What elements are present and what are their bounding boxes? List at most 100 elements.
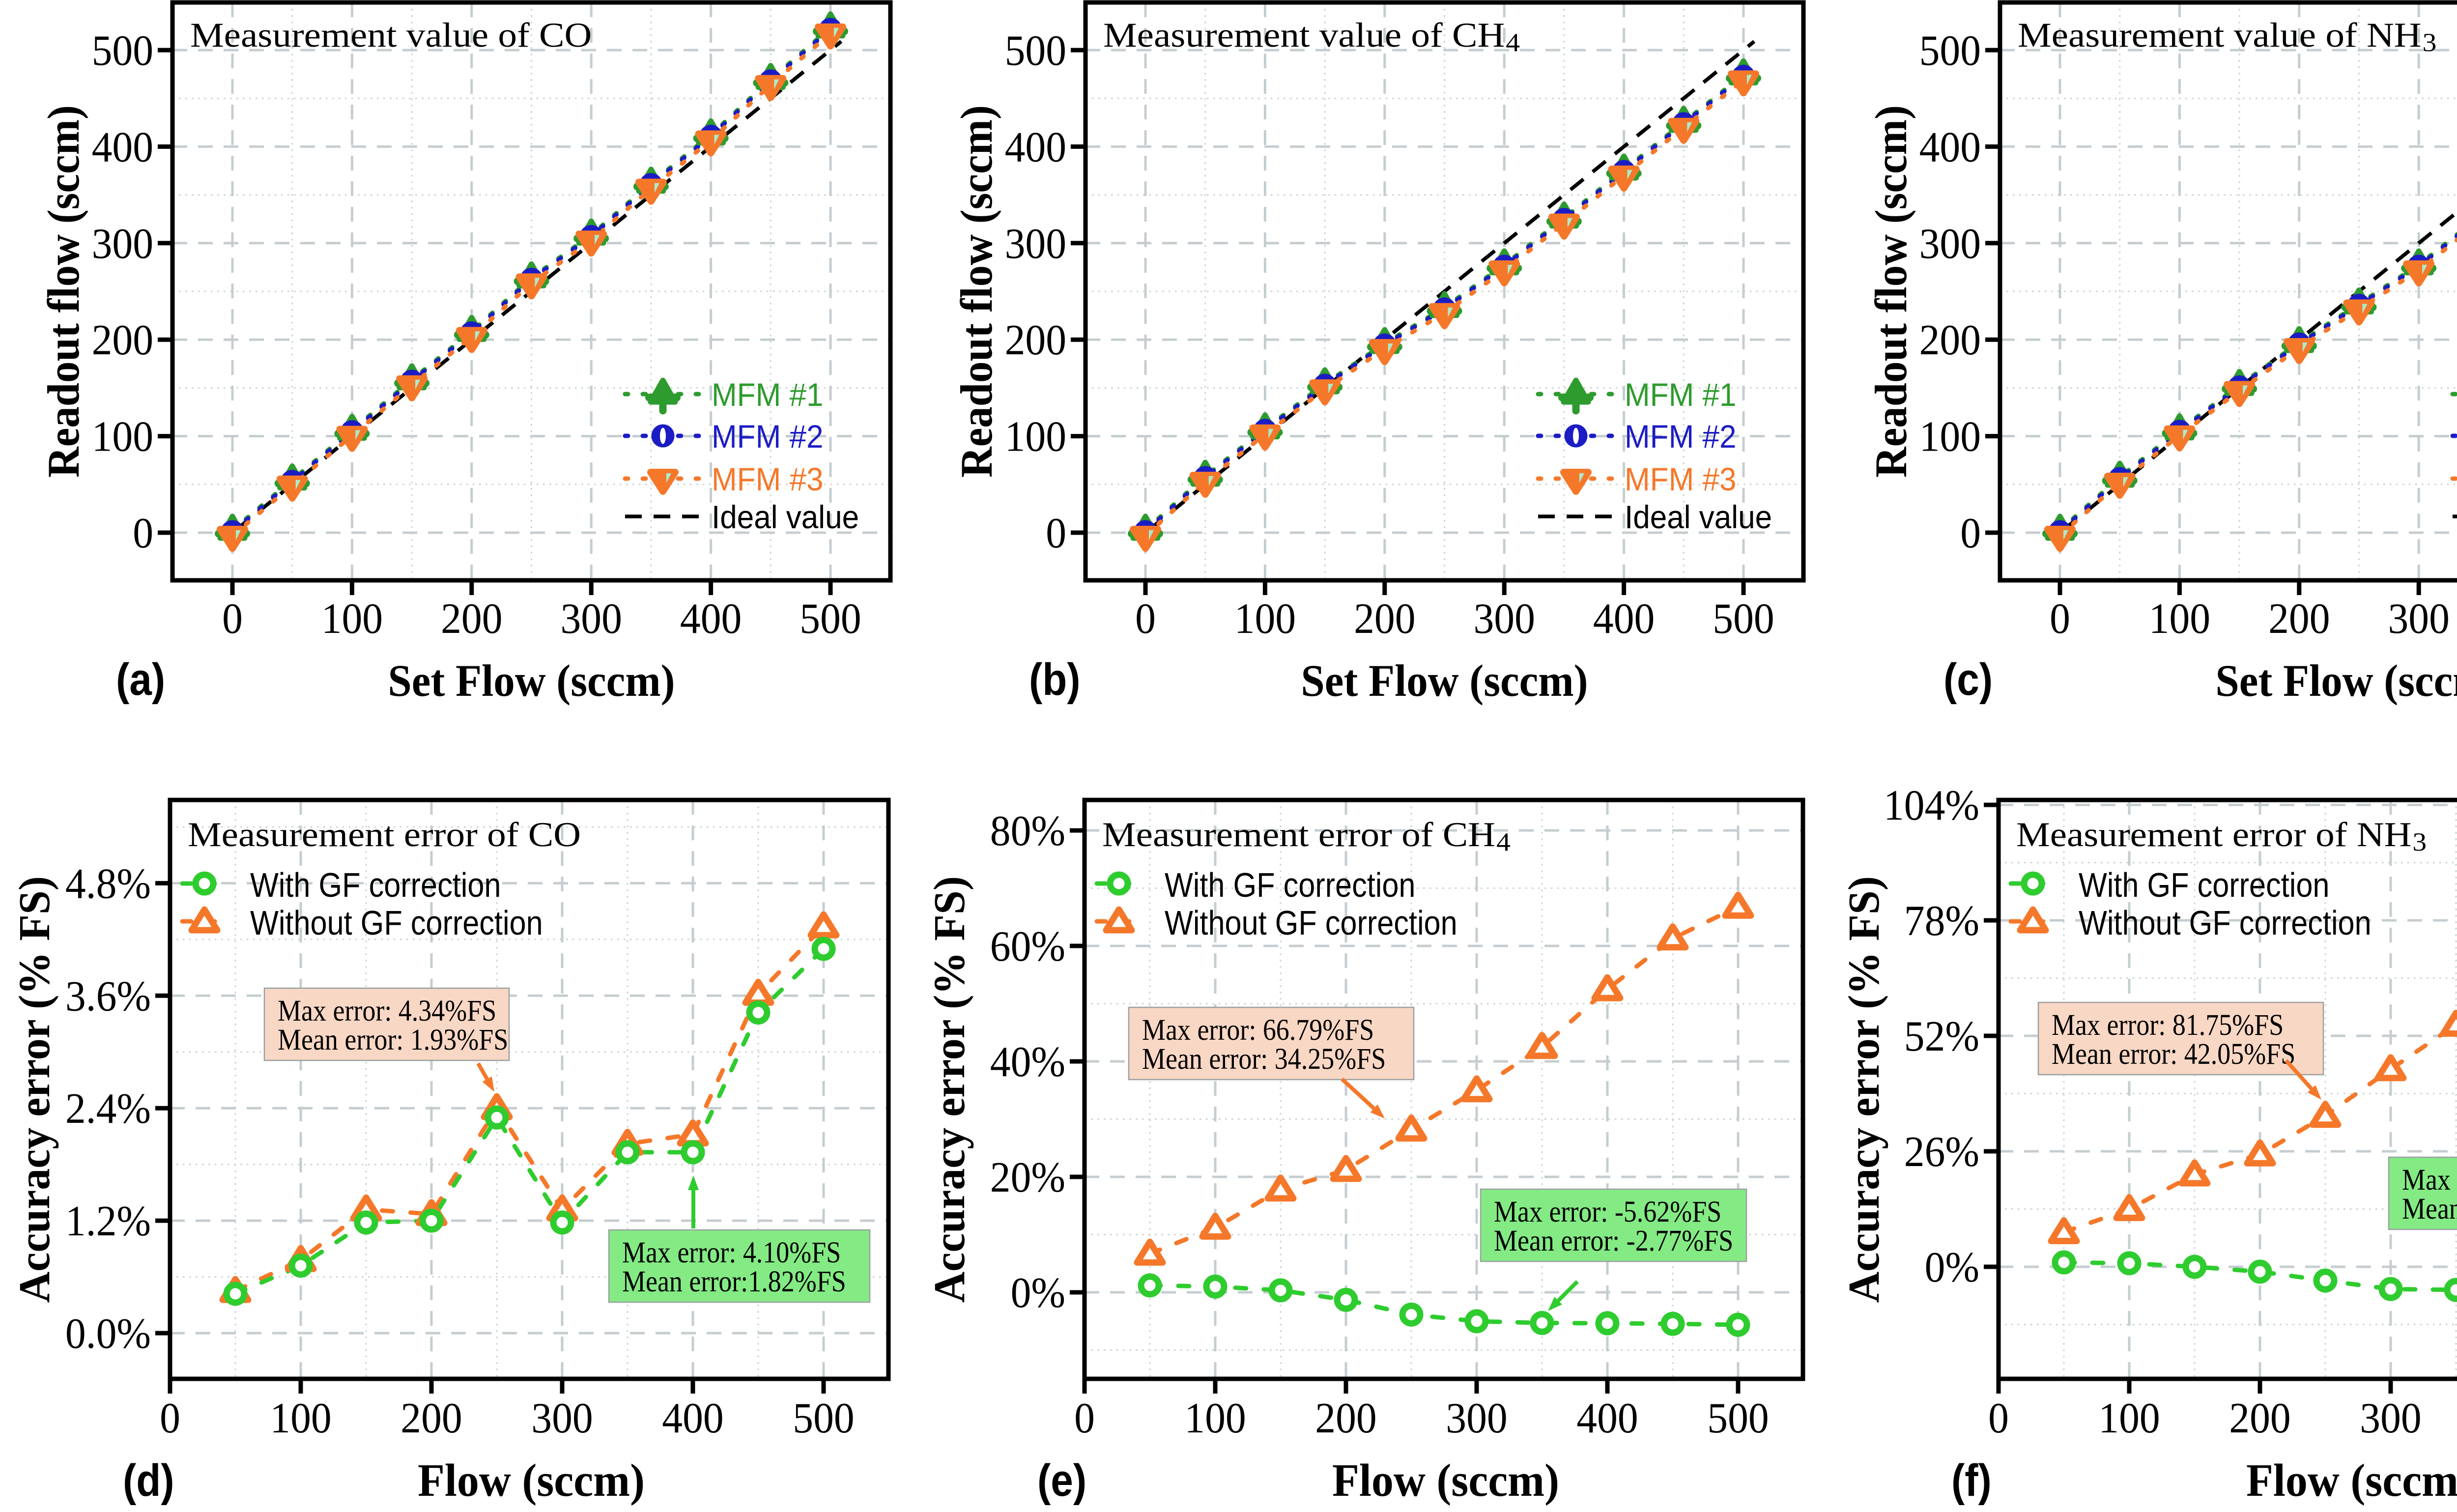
svg-text:300: 300 — [1005, 220, 1066, 268]
svg-text:0: 0 — [1046, 510, 1066, 557]
svg-text:0: 0 — [133, 510, 153, 557]
svg-text:104%: 104% — [1884, 782, 1979, 829]
svg-text:Max error: 4.34%FS: Max error: 4.34%FS — [278, 995, 496, 1027]
svg-text:Without GF correction: Without GF correction — [250, 904, 543, 942]
svg-text:Flow (sccm): Flow (sccm) — [2246, 1455, 2457, 1506]
svg-text:100: 100 — [321, 595, 383, 643]
svg-text:200: 200 — [400, 1395, 462, 1442]
svg-text:Measurement value of CH: Measurement value of CH — [1103, 16, 1505, 55]
svg-text:500: 500 — [1919, 27, 1981, 75]
svg-text:3: 3 — [2423, 29, 2437, 57]
svg-text:26%: 26% — [1904, 1128, 1979, 1176]
svg-text:0%: 0% — [1925, 1244, 1979, 1291]
svg-text:Readout flow (sccm): Readout flow (sccm) — [1866, 105, 1916, 478]
svg-text:300: 300 — [561, 595, 622, 643]
svg-text:With GF correction: With GF correction — [1165, 866, 1416, 904]
svg-text:MFM #1: MFM #1 — [1625, 376, 1737, 413]
svg-text:0: 0 — [1960, 510, 1981, 557]
svg-text:Measurement error of CO: Measurement error of CO — [188, 816, 581, 854]
svg-text:(c): (c) — [1943, 655, 1993, 705]
svg-text:With GF correction: With GF correction — [250, 866, 501, 904]
svg-text:78%: 78% — [1904, 897, 1979, 945]
svg-text:MFM #3: MFM #3 — [1625, 461, 1737, 497]
svg-text:Flow (sccm): Flow (sccm) — [1332, 1455, 1559, 1506]
svg-text:Mean error: -2.77%FS: Mean error: -2.77%FS — [1494, 1225, 1733, 1257]
svg-text:52%: 52% — [1904, 1013, 1979, 1060]
svg-text:Mean error: 1.93%FS: Mean error: 1.93%FS — [278, 1024, 508, 1056]
svg-text:Without GF correction: Without GF correction — [2079, 904, 2371, 942]
svg-text:Measurement value of CO: Measurement value of CO — [190, 16, 592, 55]
svg-text:500: 500 — [1713, 595, 1774, 643]
svg-text:0: 0 — [2050, 595, 2070, 643]
svg-text:500: 500 — [1005, 27, 1066, 75]
svg-text:(b): (b) — [1029, 655, 1081, 705]
svg-text:Set Flow (sccm): Set Flow (sccm) — [1301, 656, 1588, 706]
svg-text:0: 0 — [160, 1395, 180, 1442]
svg-text:400: 400 — [92, 123, 153, 171]
svg-text:(d): (d) — [123, 1455, 174, 1506]
svg-text:Ideal value: Ideal value — [1625, 499, 1772, 535]
svg-text:400: 400 — [662, 1395, 723, 1442]
svg-text:300: 300 — [1474, 595, 1535, 643]
svg-text:400: 400 — [1005, 123, 1066, 171]
svg-text:Max error: -6.09%FS: Max error: -6.09%FS — [2402, 1164, 2457, 1197]
svg-text:MFM #2: MFM #2 — [712, 418, 824, 455]
svg-text:MFM #3: MFM #3 — [712, 461, 824, 497]
svg-text:4: 4 — [1496, 828, 1511, 856]
svg-text:300: 300 — [531, 1395, 593, 1442]
svg-text:100: 100 — [2098, 1395, 2160, 1442]
svg-text:200: 200 — [2229, 1395, 2290, 1442]
svg-text:500: 500 — [793, 1395, 854, 1442]
svg-text:300: 300 — [1446, 1395, 1507, 1442]
svg-text:400: 400 — [1919, 123, 1981, 171]
svg-text:100: 100 — [1184, 1395, 1246, 1442]
svg-text:300: 300 — [2388, 595, 2450, 643]
svg-text:3: 3 — [2412, 828, 2427, 856]
svg-text:100: 100 — [1005, 413, 1066, 461]
svg-text:With GF correction: With GF correction — [2079, 866, 2330, 904]
svg-text:100: 100 — [1234, 595, 1296, 643]
svg-text:Mean error: 34.25%FS: Mean error: 34.25%FS — [1142, 1043, 1386, 1076]
svg-text:2.4%: 2.4% — [65, 1085, 151, 1133]
svg-text:Accuracy error (% FS): Accuracy error (% FS) — [925, 876, 974, 1303]
svg-text:Max error: 66.79%FS: Max error: 66.79%FS — [1142, 1014, 1374, 1047]
svg-text:100: 100 — [92, 413, 153, 461]
svg-text:Measurement value of NH: Measurement value of NH — [2018, 16, 2422, 55]
svg-text:0: 0 — [1135, 595, 1156, 643]
svg-text:500: 500 — [800, 595, 861, 643]
svg-text:Readout flow (sccm): Readout flow (sccm) — [38, 105, 88, 478]
svg-text:500: 500 — [1707, 1395, 1769, 1442]
svg-text:200: 200 — [92, 316, 153, 364]
svg-text:Set Flow (sccm): Set Flow (sccm) — [388, 656, 675, 706]
svg-text:0.0%: 0.0% — [65, 1310, 151, 1358]
svg-text:500: 500 — [92, 27, 153, 75]
svg-text:0: 0 — [1074, 1395, 1095, 1442]
svg-text:Accuracy error (% FS): Accuracy error (% FS) — [10, 876, 59, 1303]
svg-text:4.8%: 4.8% — [65, 860, 151, 908]
svg-text:200: 200 — [1919, 316, 1981, 364]
svg-text:(e): (e) — [1037, 1455, 1086, 1506]
svg-text:40%: 40% — [990, 1038, 1065, 1086]
svg-text:Measurement error of NH: Measurement error of NH — [2016, 816, 2411, 854]
svg-text:(f): (f) — [1951, 1455, 1992, 1506]
svg-text:200: 200 — [1315, 1395, 1376, 1442]
svg-text:Readout flow (sccm): Readout flow (sccm) — [951, 105, 1001, 478]
svg-text:Max error: -5.62%FS: Max error: -5.62%FS — [1494, 1196, 1721, 1228]
svg-text:1.2%: 1.2% — [65, 1198, 151, 1245]
svg-text:3.6%: 3.6% — [65, 972, 151, 1020]
svg-text:Measurement error of CH: Measurement error of CH — [1102, 816, 1495, 854]
svg-text:Ideal value: Ideal value — [712, 499, 859, 535]
svg-text:300: 300 — [92, 220, 153, 268]
svg-text:Mean error: 42.05%FS: Mean error: 42.05%FS — [2052, 1038, 2295, 1071]
svg-text:Set Flow (sccm): Set Flow (sccm) — [2215, 656, 2457, 706]
svg-text:0: 0 — [222, 595, 243, 643]
svg-text:Without GF correction: Without GF correction — [1165, 904, 1457, 942]
svg-text:100: 100 — [270, 1395, 331, 1442]
svg-text:Max error: 4.10%FS: Max error: 4.10%FS — [622, 1236, 841, 1269]
svg-text:Mean error: -3.15%FS: Mean error: -3.15%FS — [2402, 1193, 2457, 1226]
svg-text:300: 300 — [2360, 1395, 2421, 1442]
svg-text:MFM #1: MFM #1 — [712, 376, 824, 413]
svg-text:0%: 0% — [1011, 1269, 1065, 1317]
svg-text:(a): (a) — [116, 655, 165, 705]
svg-text:80%: 80% — [990, 807, 1065, 855]
